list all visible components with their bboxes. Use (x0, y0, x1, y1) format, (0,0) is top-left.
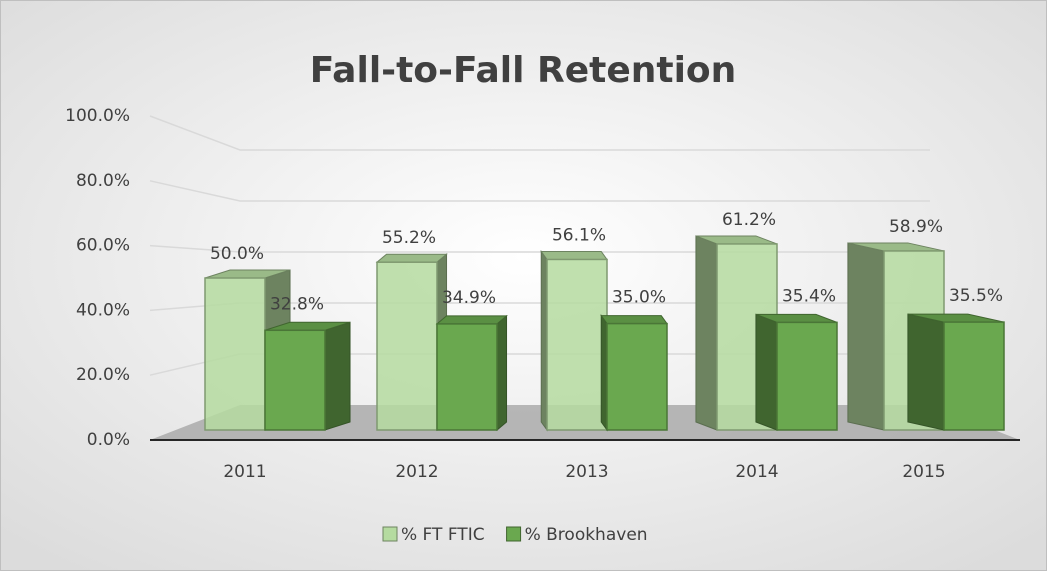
data-label: 58.9% (889, 217, 943, 237)
data-label: 35.0% (612, 288, 666, 308)
bar-front (943, 321, 1005, 431)
bar-front (776, 321, 838, 431)
bar-side (496, 314, 508, 432)
bar-front (204, 277, 266, 431)
y-tick-label: 60.0% (76, 236, 130, 256)
legend-label: % FT FTIC (401, 525, 485, 545)
data-label: 56.1% (552, 225, 606, 245)
x-tick-label: 2015 (902, 462, 945, 482)
legend-label: % Brookhaven (525, 525, 648, 545)
bar-side (695, 235, 718, 431)
data-label: 35.4% (782, 286, 836, 306)
data-label: 55.2% (382, 228, 436, 248)
data-label: 61.2% (722, 210, 776, 230)
x-tick-label: 2011 (223, 462, 266, 482)
grid-line (149, 115, 930, 151)
bar (907, 313, 1005, 431)
y-tick-label: 0.0% (87, 430, 130, 450)
x-tick-label: 2014 (735, 462, 778, 482)
data-label: 32.8% (270, 294, 324, 314)
x-tick-label: 2013 (565, 462, 608, 482)
bar (435, 314, 508, 432)
bar (375, 253, 448, 432)
bar (755, 313, 838, 431)
plot: 0.0% 20.0% 40.0% 60.0% 80.0% 100.0% 2011 50.0% 3… (65, 106, 1005, 482)
bar-top (540, 250, 608, 260)
grid-line (149, 180, 930, 202)
data-label: 50.0% (210, 244, 264, 264)
bar (600, 314, 668, 432)
data-label: 35.5% (949, 286, 1003, 306)
bar-side (907, 313, 945, 431)
bar (264, 321, 351, 431)
y-tick-label: 100.0% (65, 106, 130, 126)
bar-side (600, 314, 608, 432)
bar-top (435, 315, 508, 325)
bar-side (324, 321, 351, 431)
bar-front (606, 322, 668, 431)
bar-front (376, 261, 438, 431)
bar-front (264, 329, 326, 431)
legend-swatch (506, 526, 522, 542)
bar-top (600, 315, 668, 325)
bar (540, 249, 608, 432)
legend-swatch (382, 526, 398, 542)
bar-front (436, 323, 498, 431)
bar-side (847, 242, 885, 431)
y-tick-label: 40.0% (76, 300, 130, 320)
bar-side (540, 249, 548, 432)
bar-front (546, 258, 608, 431)
chart-title: Fall-to-Fall Retention (310, 50, 737, 91)
data-label: 34.9% (442, 288, 496, 308)
y-tick-label: 20.0% (76, 365, 130, 385)
bar-top (375, 253, 448, 263)
bar-side (755, 313, 778, 431)
y-tick-label: 80.0% (76, 171, 130, 191)
x-tick-label: 2012 (395, 462, 438, 482)
